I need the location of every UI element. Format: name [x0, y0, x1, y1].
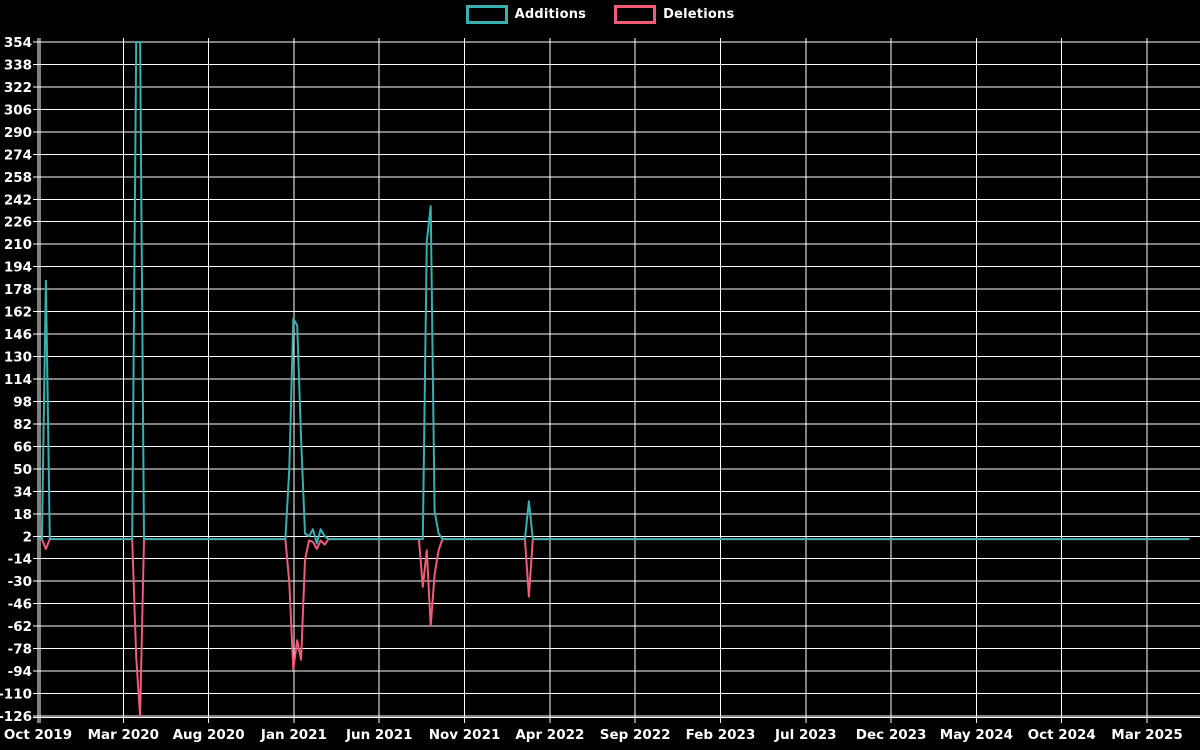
x-tick-label: Sep 2022	[600, 727, 671, 743]
y-tick-label: 322	[4, 80, 32, 96]
y-tick-label: 34	[13, 484, 32, 500]
y-tick-label: -78	[8, 642, 32, 658]
y-tick-label: 2	[23, 529, 32, 545]
legend-label-additions: Additions	[514, 7, 587, 22]
additions-swatch-icon	[465, 5, 508, 24]
y-tick-label: 98	[13, 394, 32, 410]
y-tick-label: 306	[4, 102, 32, 118]
y-tick-label: 178	[4, 282, 32, 298]
y-tick-label: -14	[8, 552, 32, 568]
y-tick-label: 162	[4, 305, 32, 321]
y-tick-label: -110	[0, 687, 32, 703]
y-tick-label: -94	[8, 664, 32, 680]
x-tick-label: Oct 2019	[4, 727, 72, 743]
x-tick-label: May 2024	[940, 727, 1013, 743]
x-tick-label: Aug 2020	[173, 727, 245, 743]
x-tick-label: Jun 2021	[345, 727, 413, 743]
additions-line	[37, 41, 1190, 545]
x-tick-label: Feb 2023	[686, 727, 756, 743]
y-tick-label: 242	[4, 192, 32, 208]
x-tick-label: Apr 2022	[515, 727, 584, 743]
x-tick-label: Dec 2023	[856, 727, 927, 743]
legend-item-deletions[interactable]: Deletions	[614, 5, 734, 24]
x-tick-label: Nov 2021	[429, 727, 501, 743]
deletions-line	[37, 538, 1190, 717]
y-tick-label: 338	[4, 57, 32, 73]
legend-item-additions[interactable]: Additions	[465, 5, 587, 24]
y-tick-label: 18	[13, 507, 32, 523]
deletions-swatch-icon	[614, 5, 657, 24]
y-tick-label: 226	[4, 215, 32, 231]
y-tick-label: 146	[4, 327, 32, 343]
x-tick-label: Mar 2025	[1111, 727, 1182, 743]
y-tick-label: 130	[4, 350, 32, 366]
y-tick-label: 258	[4, 170, 32, 186]
y-tick-label: 210	[4, 237, 32, 253]
y-tick-label: 274	[4, 147, 32, 163]
legend-label-deletions: Deletions	[663, 7, 735, 22]
chart-legend: Additions Deletions	[0, 5, 1200, 24]
y-tick-label: -30	[8, 574, 32, 590]
x-tick-label: Jul 2023	[774, 727, 837, 743]
y-tick-label: 114	[4, 372, 32, 388]
y-tick-label: 82	[13, 417, 32, 433]
y-tick-label: 66	[13, 439, 32, 455]
y-tick-label: 354	[4, 35, 32, 51]
y-tick-label: 50	[13, 462, 32, 478]
y-tick-label: -126	[0, 709, 32, 725]
x-tick-label: Oct 2024	[1028, 727, 1096, 743]
y-tick-label: 290	[4, 125, 32, 141]
x-tick-label: Mar 2020	[88, 727, 159, 743]
y-tick-label: 194	[4, 260, 32, 276]
y-tick-label: -46	[8, 597, 32, 613]
x-tick-label: Jan 2021	[260, 727, 327, 743]
y-tick-label: -62	[8, 619, 32, 635]
